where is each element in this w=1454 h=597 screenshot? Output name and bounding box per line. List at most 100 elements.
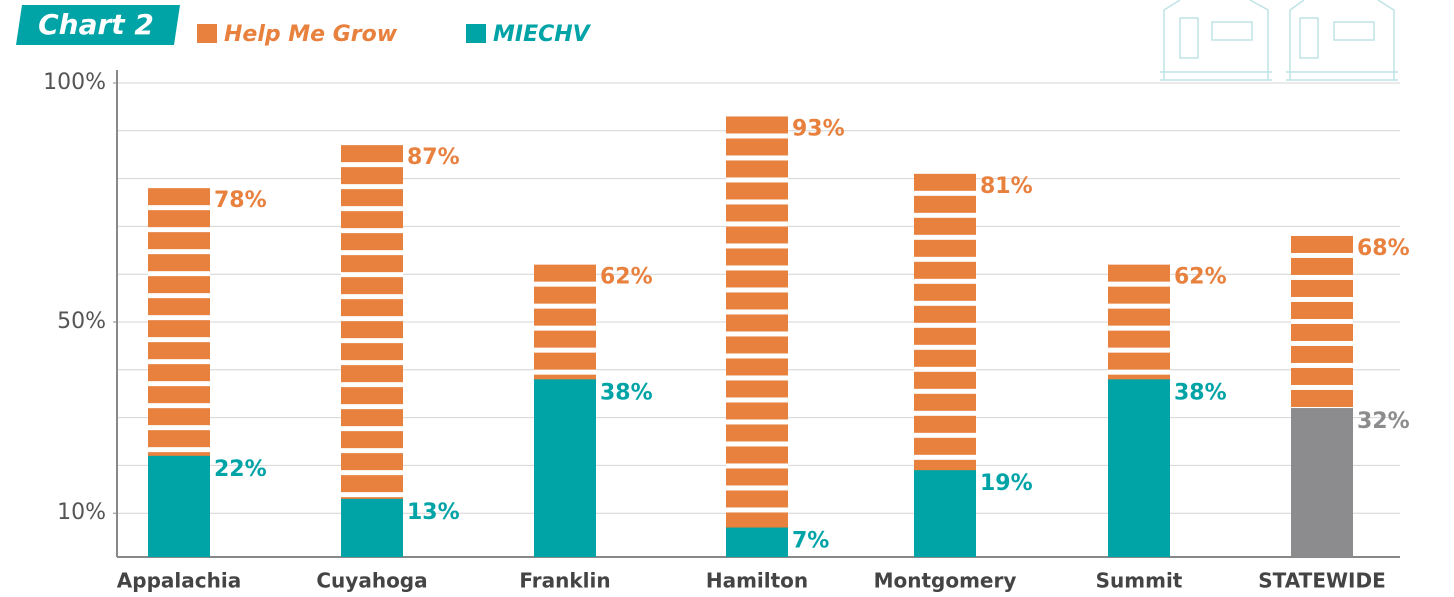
stripe (914, 366, 976, 372)
stripe (1108, 347, 1170, 353)
stripe (148, 205, 210, 211)
stripe (726, 287, 788, 293)
stripe (726, 485, 788, 491)
chart-title: Chart 2 (38, 8, 154, 41)
value-label: 38% (600, 380, 653, 405)
stripe (341, 228, 403, 234)
value-label: 19% (980, 471, 1033, 496)
stripe (726, 243, 788, 249)
y-tick-label: 10% (57, 500, 106, 525)
stripe (341, 404, 403, 410)
x-tick-label: Hamilton (706, 569, 808, 593)
stripe (726, 309, 788, 315)
stripe (726, 177, 788, 183)
stripe (534, 281, 596, 287)
stripe (726, 375, 788, 381)
stripe (914, 212, 976, 218)
legend-label: MIECHV (493, 22, 592, 47)
stripe (1291, 274, 1353, 280)
stripe (914, 322, 976, 328)
stripe (341, 294, 403, 300)
bar (148, 455, 210, 557)
stripe (341, 250, 403, 256)
stripe (341, 382, 403, 388)
stripe (148, 425, 210, 431)
stripe (148, 271, 210, 277)
stripe (148, 403, 210, 409)
stripe (726, 265, 788, 271)
value-label: 78% (214, 188, 267, 213)
x-tick-label: Summit (1096, 569, 1183, 593)
stripe (341, 426, 403, 432)
stripe (341, 470, 403, 476)
x-tick-label: STATEWIDE (1258, 569, 1386, 593)
y-tick-label: 50% (57, 309, 106, 334)
value-label: 93% (792, 116, 845, 141)
value-label: 13% (407, 500, 460, 525)
stripe (914, 278, 976, 284)
bar (1108, 379, 1170, 557)
stripe (148, 293, 210, 299)
value-label: 32% (1357, 409, 1410, 434)
stripe (726, 353, 788, 359)
stripe (1291, 362, 1353, 368)
stripe (726, 397, 788, 403)
bar (341, 145, 403, 557)
stripe (341, 492, 403, 498)
stripe (726, 133, 788, 139)
stripe (341, 272, 403, 278)
stripe (914, 190, 976, 196)
stripe (341, 162, 403, 168)
stripe (1108, 281, 1170, 287)
stripe (534, 303, 596, 309)
stripe (341, 316, 403, 322)
stripe (148, 249, 210, 255)
value-label: 7% (792, 529, 829, 554)
stripe (1291, 384, 1353, 390)
bar (726, 527, 788, 557)
stripe (1291, 340, 1353, 346)
bar (534, 379, 596, 557)
stripe (1291, 252, 1353, 258)
value-label: 68% (1357, 236, 1410, 261)
stripe (726, 419, 788, 425)
stripe (1291, 318, 1353, 324)
stripe (1108, 325, 1170, 331)
value-label: 87% (407, 145, 460, 170)
value-label: 62% (1174, 265, 1227, 290)
stripe (148, 337, 210, 343)
stripe (341, 184, 403, 190)
x-tick-label: Appalachia (117, 569, 241, 593)
stripe (341, 206, 403, 212)
legend-label: Help Me Grow (224, 22, 398, 47)
y-tick-label: 100% (43, 70, 106, 95)
stripe (914, 410, 976, 416)
stripe (914, 454, 976, 460)
stripe (534, 347, 596, 353)
stripe (534, 369, 596, 375)
bar (341, 498, 403, 557)
stripe (341, 448, 403, 454)
x-tick-label: Montgomery (874, 569, 1017, 593)
stripe (148, 227, 210, 233)
legend-swatch (466, 24, 486, 43)
stripe (1291, 296, 1353, 302)
value-label: 22% (214, 457, 267, 482)
bar (1291, 408, 1353, 557)
stripe (148, 447, 210, 453)
stripe (148, 381, 210, 387)
stripe (148, 359, 210, 365)
title-box (16, 5, 180, 45)
stripe (726, 507, 788, 513)
x-tick-label: Franklin (519, 569, 610, 593)
value-label: 81% (980, 174, 1033, 199)
value-label: 62% (600, 265, 653, 290)
bar (914, 470, 976, 557)
house-icon (1160, 0, 1398, 81)
stripe (914, 388, 976, 394)
stripe (914, 432, 976, 438)
x-tick-label: Cuyahoga (316, 569, 427, 593)
stripe (726, 441, 788, 447)
stripe (341, 360, 403, 366)
